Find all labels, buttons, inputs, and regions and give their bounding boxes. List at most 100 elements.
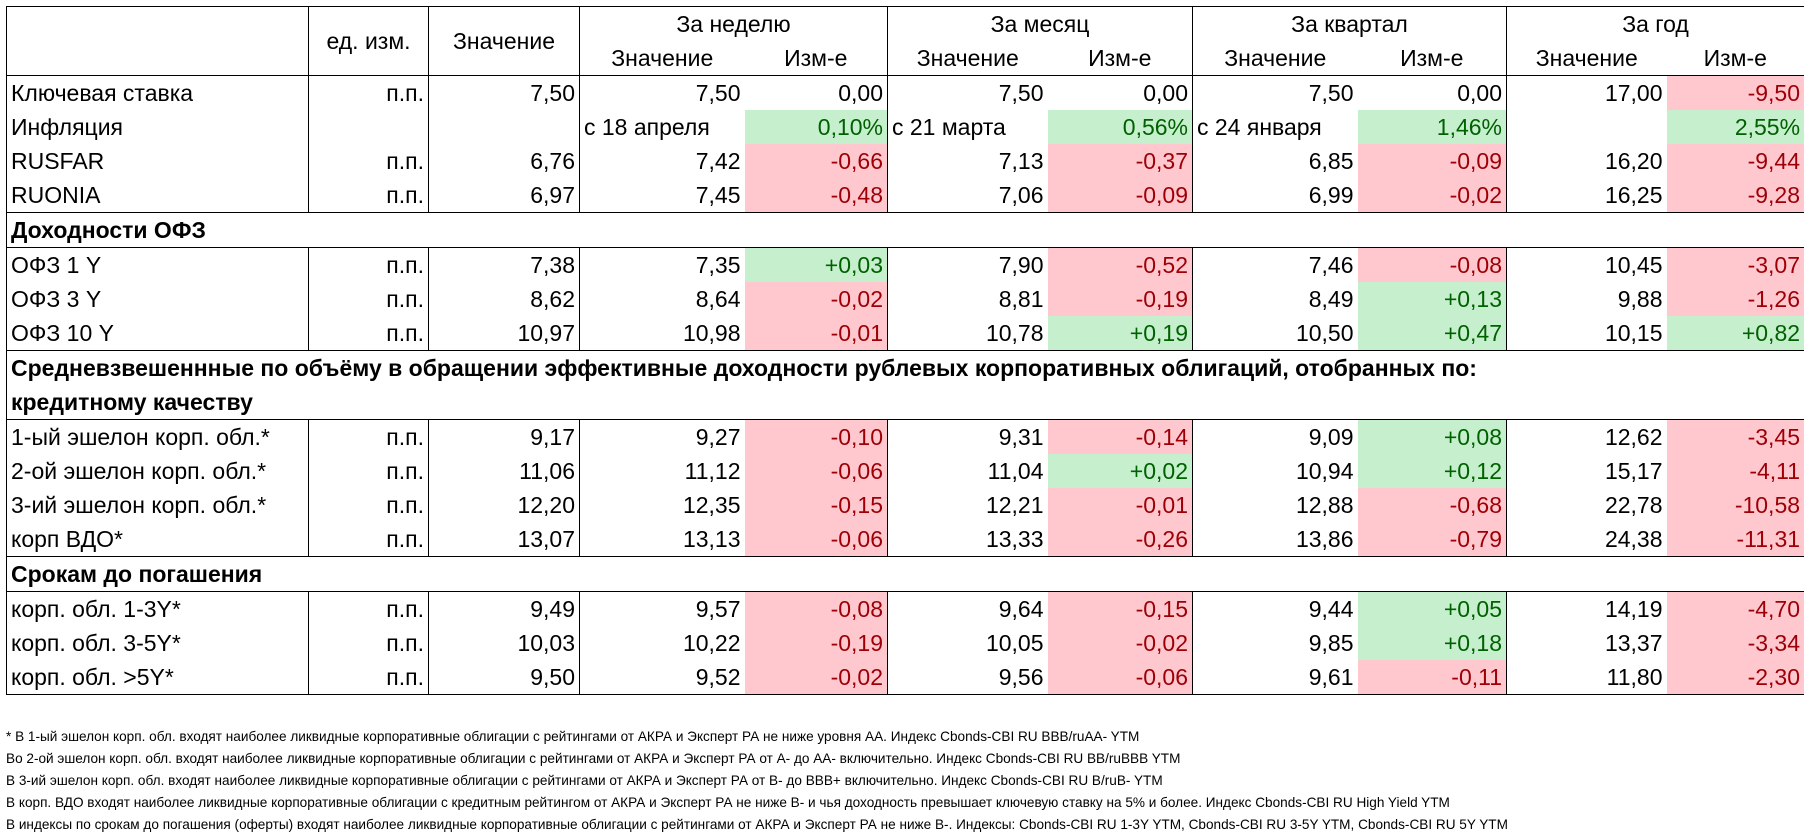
section-ofz: Доходности ОФЗ bbox=[5, 212, 1804, 248]
period-value: 7,50 bbox=[579, 75, 745, 110]
period-change: -0,66 bbox=[744, 144, 888, 178]
section-maturity-title: Срокам до погашения bbox=[5, 556, 1804, 592]
period-change: -2,30 bbox=[1666, 660, 1804, 695]
period-value: 9,61 bbox=[1192, 660, 1358, 695]
period-value: 9,31 bbox=[887, 419, 1048, 454]
period-value: 10,98 bbox=[579, 316, 745, 351]
header-period: За неделю bbox=[579, 6, 888, 41]
period-change: -4,11 bbox=[1666, 454, 1804, 488]
footnote-line: В индексы по срокам до погашения (оферты… bbox=[6, 817, 1508, 832]
period-change: -4,70 bbox=[1666, 591, 1804, 626]
period-value: 7,46 bbox=[1192, 247, 1358, 282]
row-value bbox=[428, 110, 580, 144]
period-value: 13,33 bbox=[887, 522, 1048, 557]
period-value: 6,99 bbox=[1192, 178, 1358, 213]
row-unit bbox=[308, 110, 429, 144]
section-credit-quality: кредитному качеству bbox=[5, 385, 1804, 420]
period-change: -3,07 bbox=[1666, 247, 1804, 282]
period-change: -0,14 bbox=[1047, 419, 1193, 454]
period-change: -1,26 bbox=[1666, 282, 1804, 316]
period-change: +0,03 bbox=[744, 247, 888, 282]
period-value: 12,88 bbox=[1192, 488, 1358, 522]
period-value: 8,64 bbox=[579, 282, 745, 316]
period-value: 17,00 bbox=[1506, 75, 1667, 110]
period-change: -0,08 bbox=[1357, 247, 1507, 282]
row-unit: п.п. bbox=[308, 626, 429, 660]
period-change: -9,50 bbox=[1666, 75, 1804, 110]
row-unit: п.п. bbox=[308, 247, 429, 282]
header-value: Значение bbox=[428, 6, 580, 76]
period-value: 11,04 bbox=[887, 454, 1048, 488]
header-period: За год bbox=[1506, 6, 1804, 41]
period-change: +0,08 bbox=[1357, 419, 1507, 454]
row-label: Ключевая ставка bbox=[6, 75, 309, 110]
period-change: 0,00 bbox=[1457, 80, 1503, 106]
period-value: 12,62 bbox=[1506, 419, 1667, 454]
table-row: 1-ый эшелон корп. обл.* п.п. 9,17 9,27 -0,10… bbox=[6, 419, 1804, 454]
period-change: -0,15 bbox=[744, 488, 888, 522]
period-value: 7,90 bbox=[887, 247, 1048, 282]
period-change: +0,13 bbox=[1357, 282, 1507, 316]
header-sub-change: Изм-е bbox=[1357, 41, 1507, 76]
period-value: с 18 апреля bbox=[579, 110, 745, 144]
period-change: +0,47 bbox=[1357, 316, 1507, 351]
period-value: 9,27 bbox=[579, 419, 745, 454]
period-value: 10,50 bbox=[1192, 316, 1358, 351]
row-unit: п.п. bbox=[308, 144, 429, 178]
header-sub-value: Значение bbox=[887, 41, 1048, 76]
period-change: +0,82 bbox=[1666, 316, 1804, 351]
period-value: 9,09 bbox=[1192, 419, 1358, 454]
table-body: ед. изм. Значение За неделю За месяц За квар… bbox=[5, 6, 1804, 695]
period-change: -10,58 bbox=[1666, 488, 1804, 522]
header-row-sub: Значение Изм-е Значение Изм-е Значение Изм-е З… bbox=[7, 41, 1804, 76]
period-value: 10,94 bbox=[1192, 454, 1358, 488]
header-row-periods: ед. изм. Значение За неделю За месяц За квар… bbox=[6, 6, 1804, 76]
footnote-line: В корп. ВДО входят наиболее ликвидные ко… bbox=[6, 795, 1450, 810]
table-row: 2-ой эшелон корп. обл.* п.п. 11,06 11,12 -0,… bbox=[6, 454, 1804, 488]
period-value: с 24 января bbox=[1192, 110, 1358, 144]
row-unit: п.п. bbox=[308, 454, 429, 488]
period-change: 0,56% bbox=[1047, 110, 1193, 144]
period-value bbox=[1506, 110, 1667, 144]
period-value: 7,45 bbox=[579, 178, 745, 213]
table-row: корп. обл. 3-5Y* п.п. 10,03 10,22 -0,19 10,05… bbox=[6, 626, 1804, 660]
table-row: Ключевая ставка п.п. 7,50 7,50 0,00 7,50 0,00 7… bbox=[6, 75, 1804, 110]
row-unit: п.п. bbox=[308, 660, 429, 695]
row-label: 2-ой эшелон корп. обл.* bbox=[6, 454, 309, 488]
row-value: 7,38 bbox=[428, 247, 580, 282]
period-change: -0,79 bbox=[1357, 522, 1507, 557]
header-unit: ед. изм. bbox=[308, 6, 429, 76]
row-value: 10,03 bbox=[428, 626, 580, 660]
period-value: 7,42 bbox=[579, 144, 745, 178]
row-value: 7,50 bbox=[428, 75, 580, 110]
table-row: RUONIA п.п. 6,97 7,45 -0,48 7,06 -0,09 6,99 -0,0… bbox=[6, 178, 1804, 213]
period-value: 12,21 bbox=[887, 488, 1048, 522]
period-change: -0,06 bbox=[1047, 660, 1193, 695]
period-change: -0,52 bbox=[1047, 247, 1193, 282]
period-change: -0,19 bbox=[744, 626, 888, 660]
table-row: корп. обл. 1-3Y* п.п. 9,49 9,57 -0,08 9,64 -0,… bbox=[6, 591, 1804, 626]
table-row: 3-ий эшелон корп. обл.* п.п. 12,20 12,35 -0,… bbox=[6, 488, 1804, 522]
row-value: 12,20 bbox=[428, 488, 580, 522]
period-change: -0,09 bbox=[1357, 144, 1507, 178]
period-value: 10,15 bbox=[1506, 316, 1667, 351]
row-value: 9,49 bbox=[428, 591, 580, 626]
row-unit: п.п. bbox=[308, 419, 429, 454]
header-sub-change: Изм-е bbox=[1047, 41, 1193, 76]
period-value: 9,85 bbox=[1192, 626, 1358, 660]
period-value: 16,20 bbox=[1506, 144, 1667, 178]
row-label: 3-ий эшелон корп. обл.* bbox=[6, 488, 309, 522]
period-value: 7,50 bbox=[1192, 75, 1358, 110]
period-change: -0,48 bbox=[744, 178, 888, 213]
header-sub-change: Изм-е bbox=[1666, 41, 1804, 76]
period-change: -0,26 bbox=[1047, 522, 1193, 557]
row-label: ОФЗ 1 Y bbox=[6, 247, 309, 282]
period-change: -0,68 bbox=[1357, 488, 1507, 522]
period-value: 24,38 bbox=[1506, 522, 1667, 557]
row-value: 6,76 bbox=[428, 144, 580, 178]
period-value: 13,86 bbox=[1192, 522, 1358, 557]
table-row: корп. обл. >5Y* п.п. 9,50 9,52 -0,02 9,56 -0,0… bbox=[6, 660, 1804, 695]
